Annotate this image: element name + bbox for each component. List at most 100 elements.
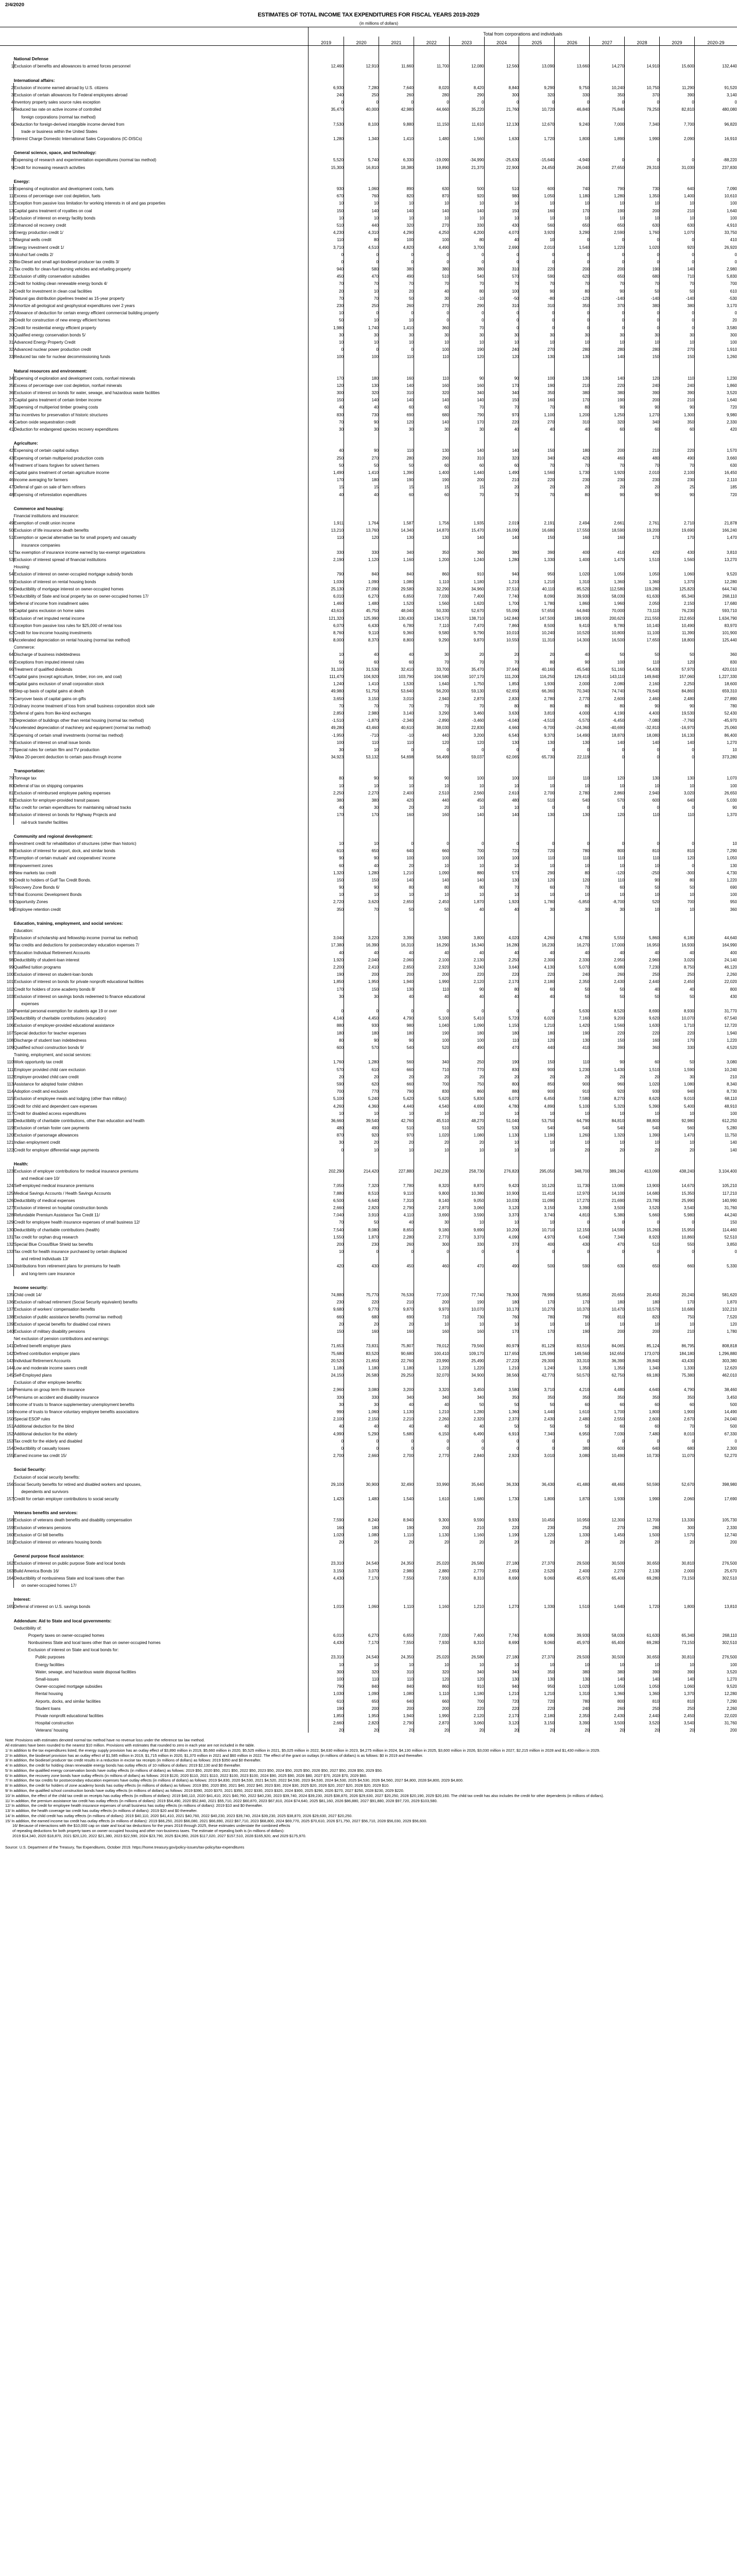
cell-value [308,1254,344,1262]
cell-value [554,1609,590,1616]
cell-value [308,126,344,134]
line-item-description: Qualified energy conservation bonds 5/ [14,332,85,337]
cell-value: 60 [659,424,695,432]
cell-value: 2,960 [624,955,660,962]
line-item-description: Additional deduction for the blind [14,1424,74,1429]
cell-value: 510 [519,795,555,803]
cell-value: 2,880 [413,1566,450,1573]
cell-value [378,112,414,120]
cell-value: 1,220 [449,1363,485,1370]
subsection-title: Exclusion of other employee benefits: [13,1380,82,1385]
cell-value: 90 [344,882,379,890]
cell-value: 430 [659,547,695,555]
cell-value: 31,760 [694,1718,737,1726]
cell-value: 80 [554,286,590,294]
cell-value [344,148,379,156]
cell-value [308,824,344,832]
table-row: 114 Adoption credit and exclusion 700 770 79… [0,1086,737,1094]
cell-value: 659,310 [694,686,737,694]
cell-value [378,1623,414,1631]
cell-value: 50 [624,882,660,890]
cell-value: 220 [449,1703,485,1711]
cell-value: 24,150 [308,1370,344,1378]
line-item-number: 162 [0,1558,14,1566]
cell-value: 140 [413,395,450,403]
cell-value [344,911,379,919]
cell-value: 15 [344,482,379,490]
addendum-row: Exclusion of interest on State and local… [0,1645,737,1653]
cell-value [484,1580,519,1588]
line-item-number: 67 [0,671,14,679]
cell-value: 1,210 [519,577,555,584]
cell-value: 3,520 [624,1202,660,1210]
cell-value: 4,290 [378,227,414,235]
cell-value: 54,430 [624,664,660,672]
table-row: 24 Credit for investment in clean coal fa… [0,286,737,294]
cell-value: 1,990 [413,1710,450,1718]
cell-value: 120 [449,1674,485,1682]
cell-value: 1,400 [554,554,590,562]
cell-value: 52,670 [449,606,485,614]
cell-value: 2,661 [589,518,625,526]
cell-value [659,1254,695,1262]
cell-value [519,47,555,54]
cell-value: 380 [589,387,625,396]
line-item-number: 21 [0,264,14,272]
cell-value: 9,290 [519,82,555,90]
cell-value: 190 [378,474,414,483]
cell-value [694,642,737,650]
line-item-number: 97 [0,947,14,955]
cell-value: 33,990 [413,1479,450,1487]
table-row: 35 Excess of percentage over cost depleti… [0,380,737,388]
cell-value: 350 [484,1392,519,1400]
cell-value: 23,990 [413,1355,450,1363]
cell-value: 2,960 [308,1385,344,1393]
cell-value: 27,180 [484,1652,519,1660]
cell-value [449,1378,485,1385]
cell-value: 1,730 [554,467,590,475]
cell-value: 3,070 [344,1566,379,1573]
cell-value: 900 [519,1064,555,1072]
tax-expenditure-table: Total from corporations and individuals … [0,27,737,1733]
cell-value: 130 [519,1674,555,1682]
cell-value: 20 [378,1319,414,1327]
cell-value: 140 [378,875,414,883]
cell-value: 8,650 [378,1225,414,1232]
cell-value: 10 [589,860,625,868]
cell-value: 310 [484,264,519,272]
cell-value: 340 [413,1392,450,1400]
cell-value: 36,390 [589,1355,625,1363]
cell-value [589,170,625,177]
cell-value [344,766,379,774]
line-item-description: Expensing of certain multiperiod product… [14,455,104,461]
cell-value [519,1174,555,1181]
cell-value [554,1254,590,1262]
cell-value: 20 [308,1072,344,1079]
cell-value: 1,430 [589,1064,625,1072]
addendum-sublabel: Small-issues [35,1677,59,1682]
cell-value [694,1268,737,1276]
line-item-description-cont: on owner-occupied homes 17/ [21,1583,77,1588]
line-item-number: 98 [0,955,14,962]
cell-value [554,540,590,548]
cell-value [659,366,695,374]
cell-value: 40 [378,947,414,955]
cell-value: 120 [554,875,590,883]
cell-value: -34,990 [449,155,485,163]
cell-value: 0 [519,1006,555,1014]
cell-value: 170 [344,810,379,818]
cell-value [519,112,555,120]
cell-value [589,1174,625,1181]
cell-value: 29,300 [519,1355,555,1363]
line-item-description: Recovery Zone Bonds 6/ [14,885,60,890]
cell-value: 23,780 [624,1195,660,1203]
line-item-description-cont: and retired individuals 13/ [21,1257,68,1262]
cell-value: 350 [519,1667,555,1674]
cell-value: 134,570 [413,613,450,621]
cell-value: 0 [519,1436,555,1444]
cell-value: 940 [484,569,519,577]
cell-value: 8,090 [519,591,555,599]
cell-value: 1,980 [308,323,344,330]
cell-value: 140 [624,1674,660,1682]
spacer-row [0,824,737,832]
